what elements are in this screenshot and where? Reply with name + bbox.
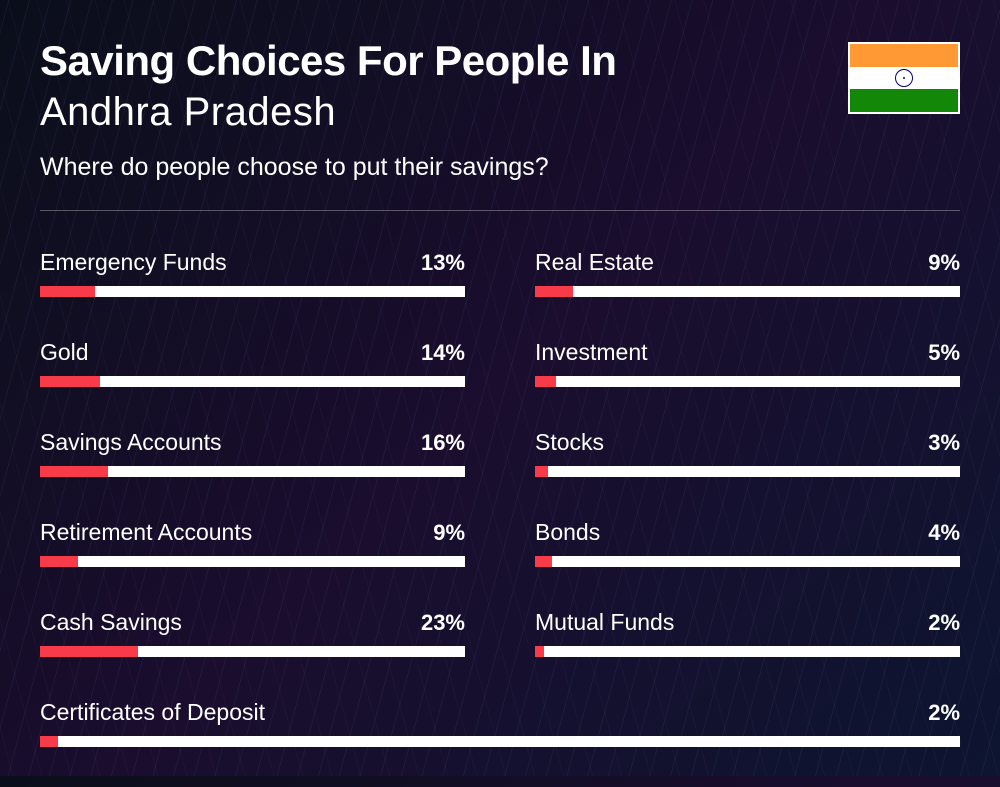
- header-divider: [40, 210, 960, 211]
- bar-label: Cash Savings: [40, 609, 182, 636]
- flag-white-stripe: [850, 67, 958, 90]
- bar-track: [40, 376, 465, 387]
- bar-header: Gold 14%: [40, 339, 465, 366]
- bar-label: Investment: [535, 339, 648, 366]
- bar-item: Mutual Funds 2%: [535, 609, 960, 657]
- bar-fill: [40, 556, 78, 567]
- bar-label: Bonds: [535, 519, 600, 546]
- bar-header: Investment 5%: [535, 339, 960, 366]
- bar-value: 2%: [928, 610, 960, 636]
- bar-fill: [535, 286, 573, 297]
- bar-value: 4%: [928, 520, 960, 546]
- bar-track: [535, 646, 960, 657]
- bar-header: Certificates of Deposit 2%: [40, 699, 960, 726]
- bar-fill: [40, 466, 108, 477]
- bar-fill: [40, 646, 138, 657]
- bars-grid: Emergency Funds 13% Real Estate 9% Gold 14% In…: [40, 249, 960, 747]
- bar-header: Mutual Funds 2%: [535, 609, 960, 636]
- bar-value: 13%: [421, 250, 465, 276]
- bar-label: Gold: [40, 339, 89, 366]
- bar-item: Emergency Funds 13%: [40, 249, 465, 297]
- bar-header: Savings Accounts 16%: [40, 429, 465, 456]
- bar-header: Cash Savings 23%: [40, 609, 465, 636]
- bar-fill: [535, 556, 552, 567]
- bar-item: Savings Accounts 16%: [40, 429, 465, 477]
- bar-fill: [535, 646, 544, 657]
- bar-fill: [40, 736, 58, 747]
- bar-value: 9%: [433, 520, 465, 546]
- bar-item: Gold 14%: [40, 339, 465, 387]
- bar-fill: [535, 466, 548, 477]
- bar-header: Stocks 3%: [535, 429, 960, 456]
- bar-value: 3%: [928, 430, 960, 456]
- bar-value: 2%: [928, 700, 960, 726]
- bar-track: [40, 556, 465, 567]
- infographic-container: Saving Choices For People In Andhra Prad…: [0, 0, 1000, 787]
- bar-track: [40, 646, 465, 657]
- bar-item: Cash Savings 23%: [40, 609, 465, 657]
- bar-header: Bonds 4%: [535, 519, 960, 546]
- bar-fill: [40, 286, 95, 297]
- bar-label: Emergency Funds: [40, 249, 227, 276]
- bar-track: [535, 556, 960, 567]
- bar-item: Bonds 4%: [535, 519, 960, 567]
- bar-track: [535, 376, 960, 387]
- bar-header: Emergency Funds 13%: [40, 249, 465, 276]
- bar-fill: [40, 376, 100, 387]
- bar-item: Certificates of Deposit 2%: [40, 699, 960, 747]
- bar-value: 9%: [928, 250, 960, 276]
- bar-value: 14%: [421, 340, 465, 366]
- question-text: Where do people choose to put their savi…: [40, 153, 848, 182]
- ashoka-chakra-icon: [895, 69, 913, 87]
- bar-header: Real Estate 9%: [535, 249, 960, 276]
- bar-header: Retirement Accounts 9%: [40, 519, 465, 546]
- bar-item: Investment 5%: [535, 339, 960, 387]
- bar-track: [535, 286, 960, 297]
- bar-item: Retirement Accounts 9%: [40, 519, 465, 567]
- india-flag-icon: [848, 42, 960, 114]
- region-subtitle: Andhra Pradesh: [40, 90, 848, 135]
- bar-track: [40, 736, 960, 747]
- bar-value: 23%: [421, 610, 465, 636]
- bar-track: [40, 286, 465, 297]
- bar-item: Real Estate 9%: [535, 249, 960, 297]
- header: Saving Choices For People In Andhra Prad…: [40, 38, 960, 182]
- flag-green-stripe: [850, 89, 958, 112]
- bar-value: 16%: [421, 430, 465, 456]
- bar-value: 5%: [928, 340, 960, 366]
- main-title: Saving Choices For People In: [40, 38, 848, 84]
- bar-label: Stocks: [535, 429, 604, 456]
- bar-item: Stocks 3%: [535, 429, 960, 477]
- bar-fill: [535, 376, 556, 387]
- bar-track: [535, 466, 960, 477]
- bar-label: Retirement Accounts: [40, 519, 252, 546]
- bar-label: Real Estate: [535, 249, 654, 276]
- bar-label: Savings Accounts: [40, 429, 222, 456]
- flag-saffron-stripe: [850, 44, 958, 67]
- title-block: Saving Choices For People In Andhra Prad…: [40, 38, 848, 182]
- bar-track: [40, 466, 465, 477]
- bar-label: Mutual Funds: [535, 609, 674, 636]
- bar-label: Certificates of Deposit: [40, 699, 265, 726]
